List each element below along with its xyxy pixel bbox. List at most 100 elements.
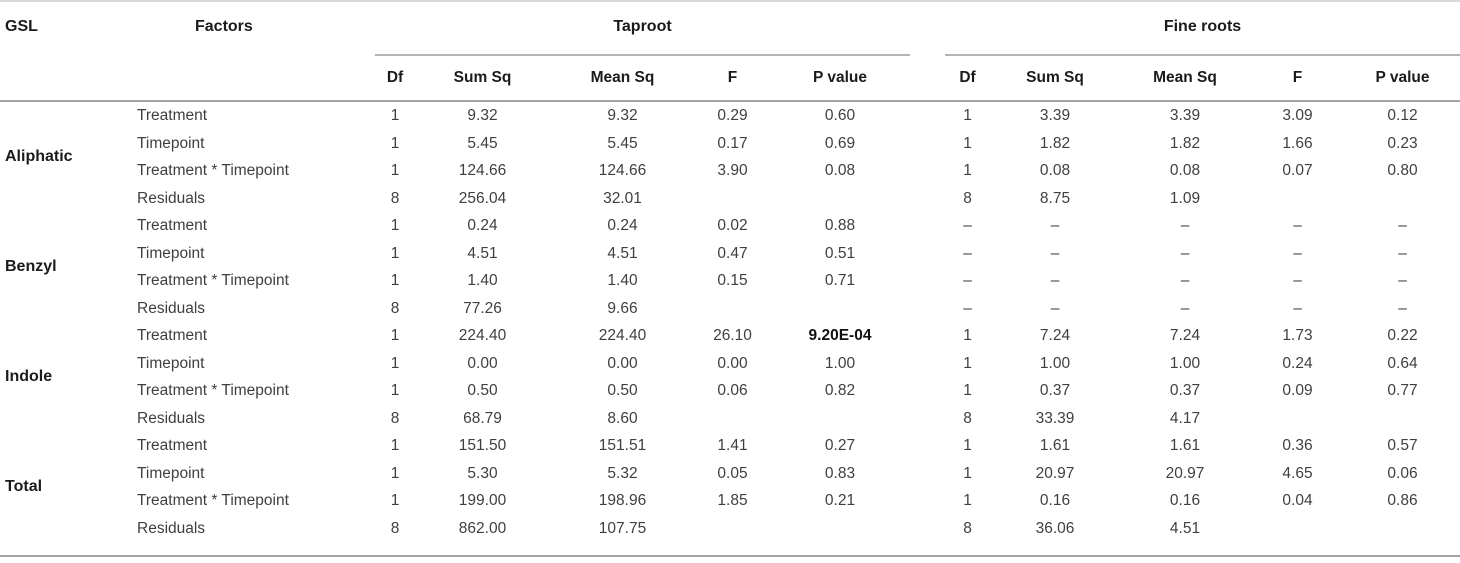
cell-fineroots-f: 3.09 <box>1282 107 1313 124</box>
factor-cell: Timepoint <box>137 134 205 152</box>
factor-cell: Timepoint <box>137 354 205 372</box>
column-header-taproot-f: F <box>695 55 770 102</box>
cell-fineroots-p-value: 0.64 <box>1387 354 1418 372</box>
column-spacer <box>910 5 945 102</box>
cell-fineroots-sum-sq: 0.08 <box>1039 162 1071 179</box>
column-spacer <box>910 295 945 323</box>
cell-fineroots-f: – <box>1293 299 1302 317</box>
cell-taproot-f: 0.47 <box>717 244 748 262</box>
gsl-group-label: Benzyl <box>5 258 57 276</box>
cell-taproot-mean-sq: 9.66 <box>607 299 638 317</box>
column-header-taproot-df: Df <box>375 55 415 102</box>
cell-taproot-p-value: 1.00 <box>824 354 856 372</box>
cell-taproot-df: 1 <box>390 382 400 399</box>
cell-fineroots-p-value <box>1345 405 1460 433</box>
cell-taproot-df: 8 <box>390 409 400 427</box>
cell-taproot-sum-sq: 199.00 <box>458 492 507 509</box>
cell-taproot-df: 8 <box>390 519 400 537</box>
cell-taproot-sum-sq: 0.00 <box>467 354 498 372</box>
cell-fineroots-f: 4.65 <box>1282 464 1313 482</box>
cell-taproot-sum-sq: 124.66 <box>458 162 507 179</box>
cell-fineroots-mean-sq: 20.97 <box>1165 464 1205 482</box>
cell-fineroots-mean-sq: 1.82 <box>1169 134 1201 152</box>
table-row: Residuals 8 68.79 8.60 8 33.39 4.17 <box>0 405 1460 433</box>
cell-fineroots-p-value: 0.22 <box>1387 327 1418 344</box>
cell-taproot-sum-sq: 9.32 <box>467 107 498 124</box>
cell-fineroots-df: 8 <box>963 409 972 427</box>
cell-fineroots-p-value: 0.86 <box>1387 492 1418 509</box>
cell-taproot-mean-sq: 5.45 <box>607 134 638 152</box>
cell-taproot-p-value <box>770 515 910 543</box>
cell-fineroots-df: – <box>963 299 972 317</box>
cell-fineroots-sum-sq: – <box>1050 299 1060 317</box>
cell-fineroots-f <box>1250 515 1345 543</box>
cell-fineroots-sum-sq: – <box>1050 217 1060 234</box>
cell-fineroots-mean-sq: – <box>1180 272 1190 289</box>
cell-fineroots-df: 8 <box>963 519 972 537</box>
cell-taproot-mean-sq: 0.50 <box>607 382 638 399</box>
column-header-taproot-sum-sq: Sum Sq <box>415 55 550 102</box>
cell-taproot-f <box>695 515 770 543</box>
cell-taproot-p-value: 0.83 <box>824 464 856 482</box>
cell-taproot-sum-sq: 77.26 <box>463 299 502 317</box>
cell-taproot-f <box>695 185 770 213</box>
cell-taproot-mean-sq: 8.60 <box>607 409 638 427</box>
cell-fineroots-mean-sq: 0.08 <box>1169 162 1201 179</box>
cell-fineroots-p-value: – <box>1398 299 1407 317</box>
cell-taproot-f: 0.00 <box>717 354 748 372</box>
column-header-factors: Factors <box>135 5 375 102</box>
column-group-taproot: Taproot <box>375 5 910 56</box>
cell-taproot-mean-sq: 1.40 <box>607 272 638 289</box>
cell-taproot-mean-sq: 0.24 <box>607 217 638 234</box>
column-header-fineroots-mean-sq: Mean Sq <box>1120 55 1250 102</box>
column-spacer <box>910 515 945 543</box>
cell-taproot-sum-sq: 0.50 <box>467 382 498 399</box>
column-spacer <box>910 212 945 240</box>
column-header-fineroots-sum-sq: Sum Sq <box>990 55 1120 102</box>
cell-fineroots-mean-sq: 0.16 <box>1169 492 1201 509</box>
factor-cell: Treatment <box>137 107 208 124</box>
table-row: Timepoint 1 0.00 0.00 0.00 1.00 1 1.00 1.00 0.24 0… <box>0 350 1460 378</box>
cell-fineroots-f: 0.24 <box>1282 354 1313 372</box>
column-spacer <box>910 130 945 158</box>
cell-fineroots-sum-sq: 33.39 <box>1035 409 1075 427</box>
cell-fineroots-sum-sq: 1.82 <box>1039 134 1071 152</box>
cell-taproot-f: 3.90 <box>717 162 748 179</box>
cell-fineroots-df: 1 <box>963 107 972 124</box>
factor-cell: Residuals <box>137 519 206 537</box>
cell-taproot-p-value: 0.51 <box>824 244 856 262</box>
cell-taproot-mean-sq: 151.51 <box>598 437 647 454</box>
anova-table: GSL Factors Taproot Fine roots Df Sum Sq… <box>0 5 1460 542</box>
cell-fineroots-df: 1 <box>963 437 972 454</box>
table-row: Residuals 8 862.00 107.75 8 36.06 4.51 <box>0 515 1460 543</box>
cell-fineroots-f: 0.09 <box>1282 382 1313 399</box>
column-spacer <box>910 487 945 515</box>
cell-taproot-mean-sq: 32.01 <box>603 189 642 207</box>
cell-taproot-df: 1 <box>390 272 400 289</box>
cell-taproot-df: 8 <box>390 299 400 317</box>
cell-taproot-sum-sq: 151.50 <box>458 437 507 454</box>
column-header-fineroots-f: F <box>1250 55 1345 102</box>
cell-fineroots-sum-sq: 36.06 <box>1035 519 1075 537</box>
cell-fineroots-p-value: 0.06 <box>1387 464 1418 482</box>
cell-taproot-p-value: 0.71 <box>824 272 856 289</box>
cell-fineroots-mean-sq: – <box>1180 217 1190 234</box>
cell-taproot-sum-sq: 862.00 <box>458 519 507 537</box>
cell-fineroots-mean-sq: 1.09 <box>1169 189 1201 207</box>
cell-taproot-sum-sq: 5.45 <box>467 134 498 152</box>
column-spacer <box>910 157 945 185</box>
factor-cell: Treatment * Timepoint <box>137 272 289 289</box>
cell-fineroots-f: 0.07 <box>1282 162 1313 179</box>
cell-fineroots-df: – <box>963 272 972 289</box>
cell-fineroots-df: 1 <box>963 382 972 399</box>
cell-taproot-mean-sq: 198.96 <box>598 492 647 509</box>
table-row: Total Treatment 1 151.50 151.51 1.41 0.27 1 1.61… <box>0 432 1460 495</box>
cell-taproot-mean-sq: 124.66 <box>598 162 647 179</box>
cell-fineroots-mean-sq: 1.61 <box>1169 437 1201 454</box>
cell-fineroots-df: 1 <box>963 327 972 344</box>
cell-fineroots-p-value: 0.23 <box>1387 134 1418 152</box>
cell-taproot-mean-sq: 9.32 <box>607 107 638 124</box>
cell-taproot-p-value: 0.21 <box>824 492 856 509</box>
factor-cell: Treatment <box>137 437 208 454</box>
cell-taproot-f: 0.05 <box>717 464 748 482</box>
